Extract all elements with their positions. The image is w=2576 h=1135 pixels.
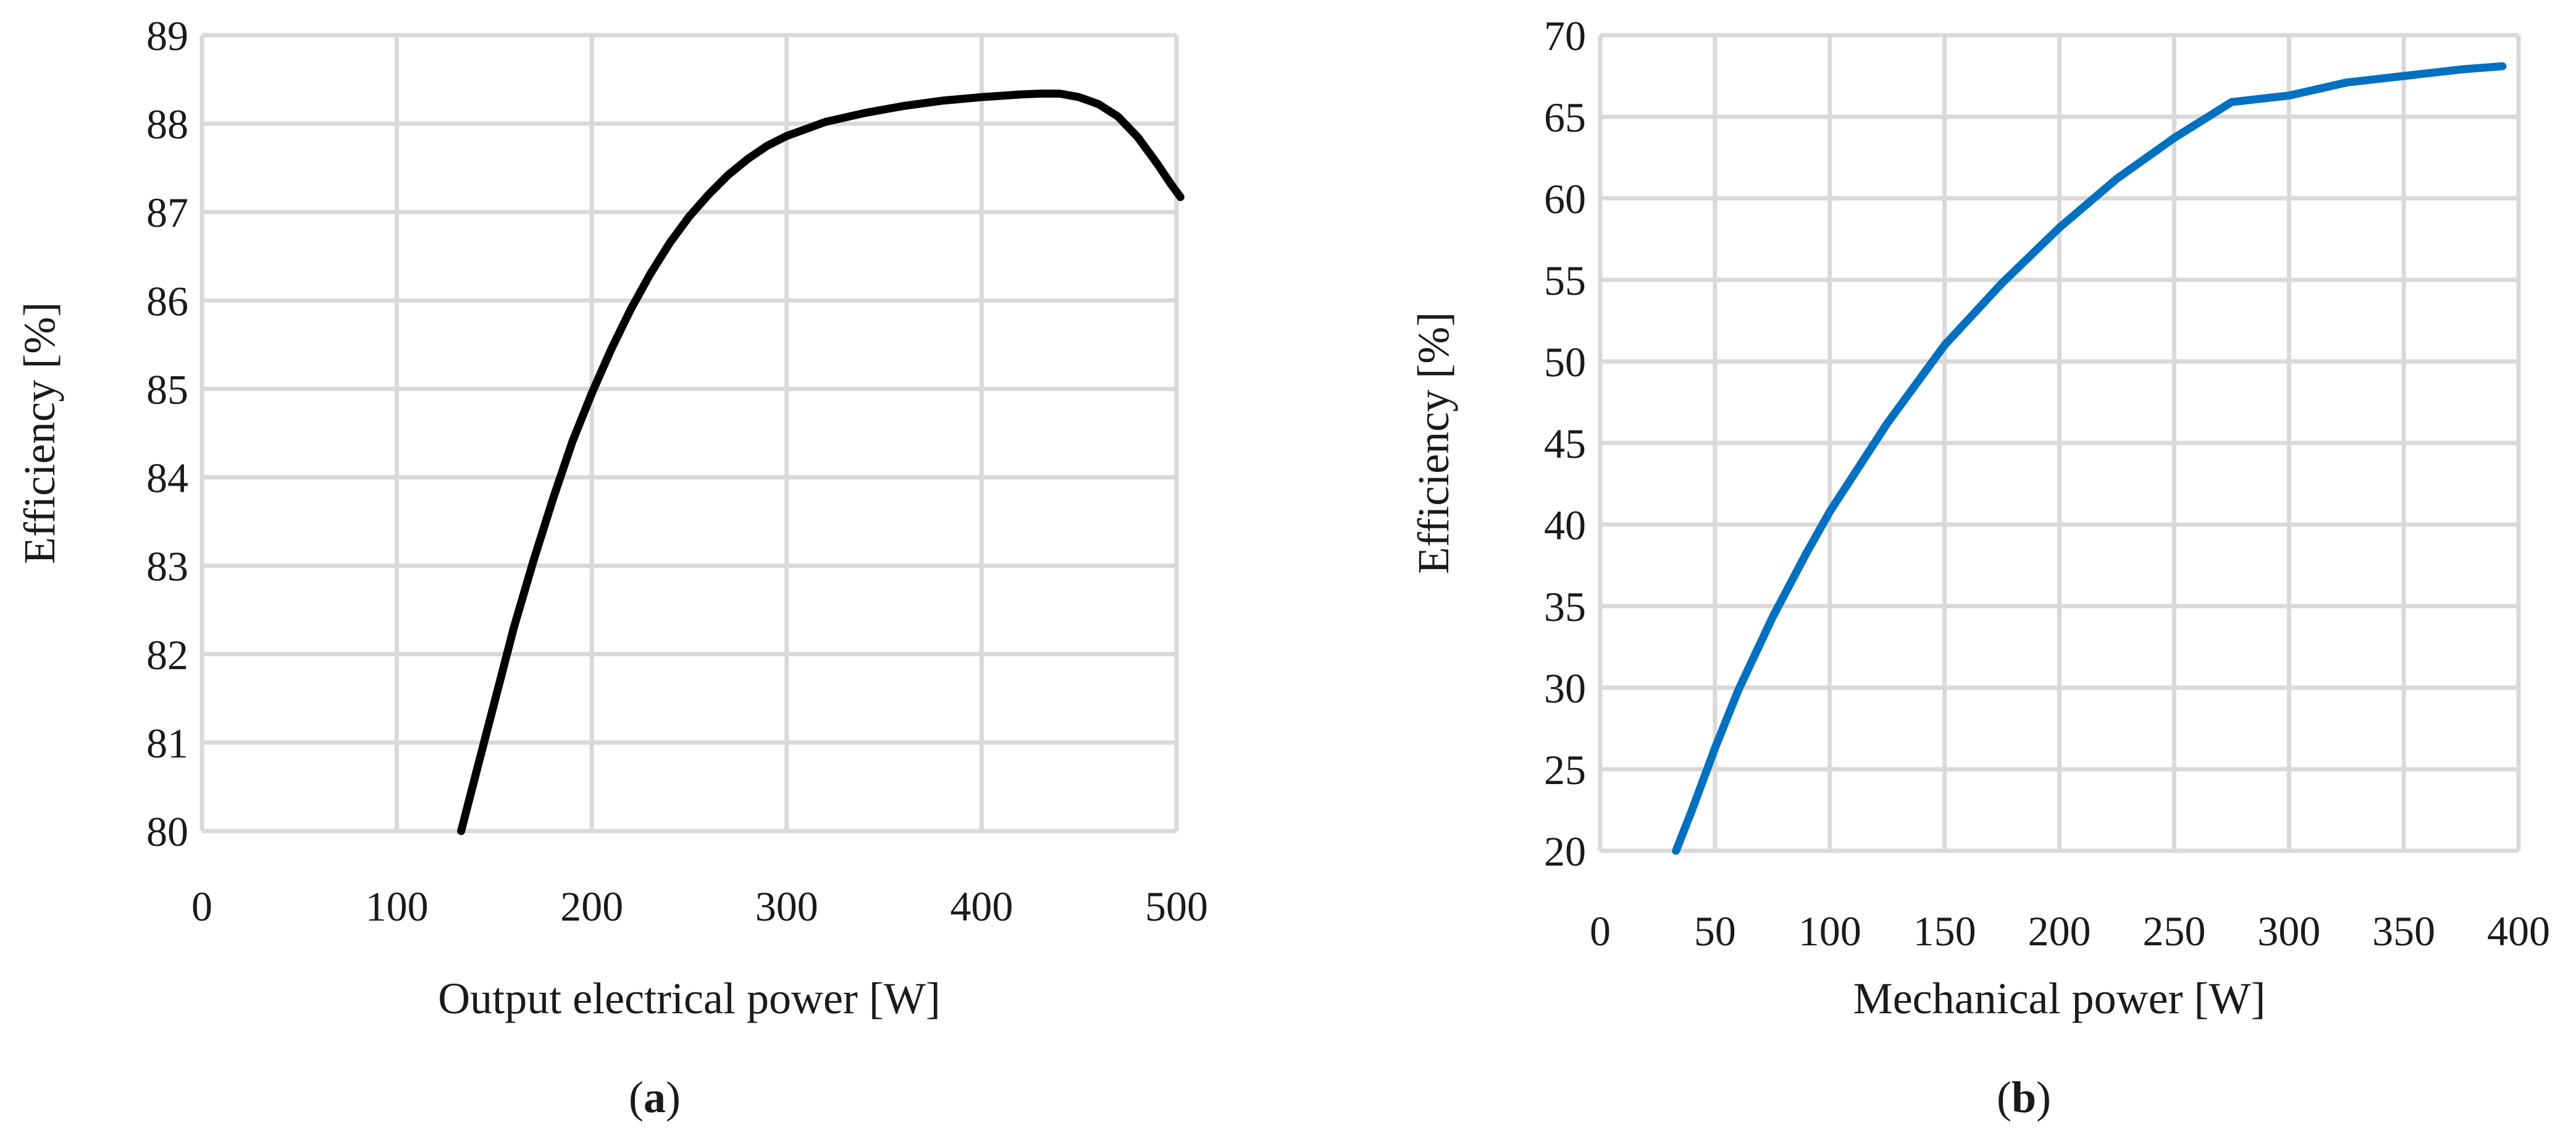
x-tick-label: 100 [1798,908,1861,955]
y-tick-label: 20 [1544,828,1586,875]
chart-panel-b: 0 50 100 150 200 250 300 350 400 20 25 30 35 40 45 50 55… [1409,12,2550,1122]
x-axis-label: Mechanical power [W] [1853,974,2266,1023]
x-tick-label: 0 [1590,908,1611,955]
y-tick-label: 86 [146,277,188,324]
x-tick-label: 350 [2372,908,2435,955]
y-tick-label: 89 [146,12,188,59]
y-tick-label: 81 [146,720,188,767]
x-tick-label: 400 [2487,908,2550,955]
y-tick-label: 40 [1544,502,1586,549]
y-tick-label: 87 [146,189,188,236]
y-axis-label: Efficiency [%] [1409,312,1458,574]
y-tick-label: 45 [1544,420,1586,467]
y-axis-label: Efficiency [%] [15,302,64,564]
x-tick-label: 250 [2142,908,2205,955]
x-tick-label: 50 [1694,908,1736,955]
y-tick-label: 83 [146,543,188,590]
x-tick-label: 400 [950,883,1013,930]
y-tick-label: 65 [1544,94,1586,141]
y-tick-label: 30 [1544,665,1586,712]
x-tick-label: 200 [2028,908,2091,955]
x-axis-label: Output electrical power [W] [438,974,941,1023]
y-tick-label: 35 [1544,583,1586,630]
x-tick-label: 150 [1913,908,1976,955]
y-tick-label: 82 [146,631,188,678]
x-tick-label: 200 [560,883,623,930]
series-line-efficiency [457,90,1185,835]
chart-panel-a: 0 100 200 300 400 500 80 81 82 83 84 85 86 87 88 89 Outp… [15,12,1208,1122]
y-tick-label: 25 [1544,746,1586,793]
panel-label: (b) [1997,1073,2051,1122]
y-tick-label: 85 [146,366,188,413]
y-tick-label: 50 [1544,339,1586,386]
y-tick-label: 88 [146,101,188,148]
panel-label: (a) [629,1073,681,1122]
y-tick-label: 84 [146,455,188,502]
y-tick-label: 70 [1544,12,1586,59]
series-line-efficiency [1672,62,2507,855]
x-tick-label: 300 [755,883,818,930]
x-tick-label: 500 [1145,883,1208,930]
x-tick-label: 300 [2257,908,2320,955]
y-tick-label: 55 [1544,257,1586,304]
y-tick-label: 60 [1544,175,1586,222]
y-tick-label: 80 [146,808,188,855]
x-tick-label: 0 [191,883,212,930]
x-tick-label: 100 [366,883,429,930]
